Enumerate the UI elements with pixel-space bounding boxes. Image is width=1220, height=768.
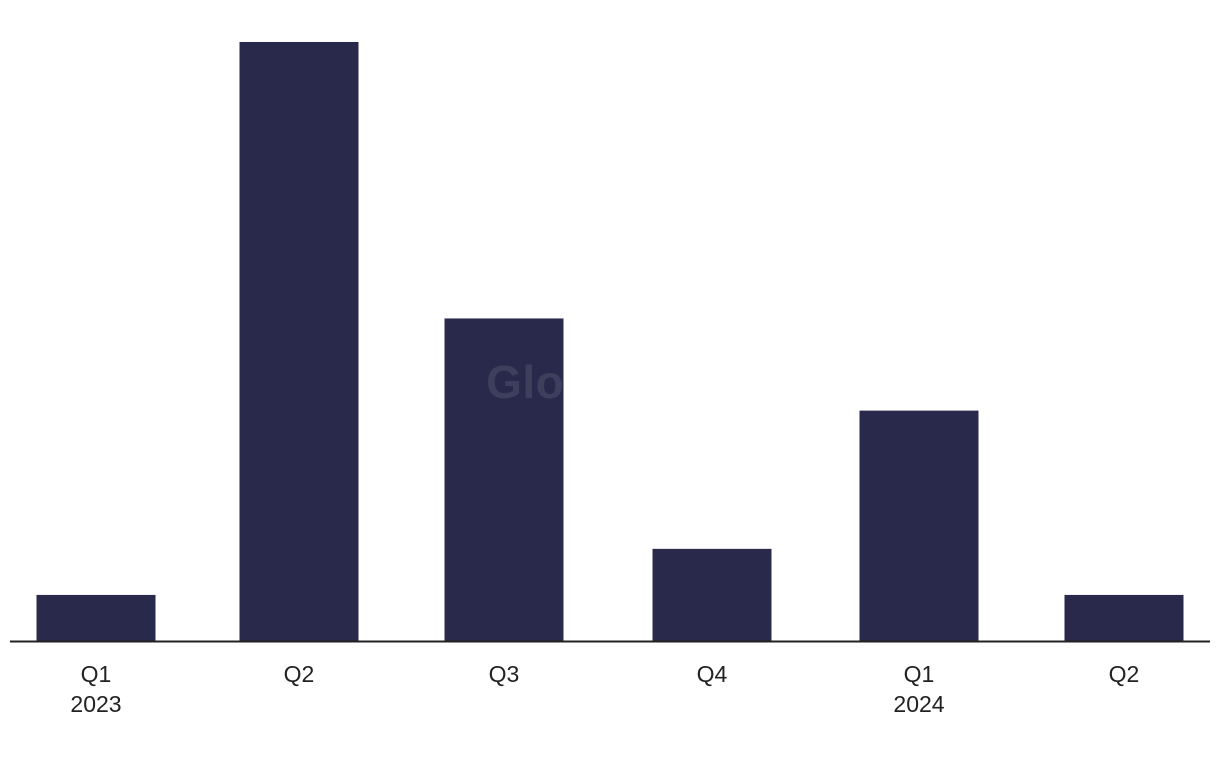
x-tick-label-year: 2024 <box>893 691 944 717</box>
x-tick-label-quarter: Q3 <box>489 661 520 687</box>
bar-5 <box>859 410 979 641</box>
bar-6 <box>1064 594 1184 641</box>
x-tick-label-quarter: Q1 <box>81 661 112 687</box>
bar-4 <box>652 548 772 641</box>
x-tick-label-quarter: Q4 <box>697 661 728 687</box>
x-tick-label-quarter: Q2 <box>1109 661 1140 687</box>
x-tick-label-quarter: Q2 <box>284 661 315 687</box>
x-tick-label-quarter: Q1 <box>904 661 935 687</box>
bar-1 <box>36 594 156 641</box>
bar-3 <box>444 318 564 641</box>
bar-2 <box>239 42 359 641</box>
x-tick-label-year: 2023 <box>70 691 121 717</box>
